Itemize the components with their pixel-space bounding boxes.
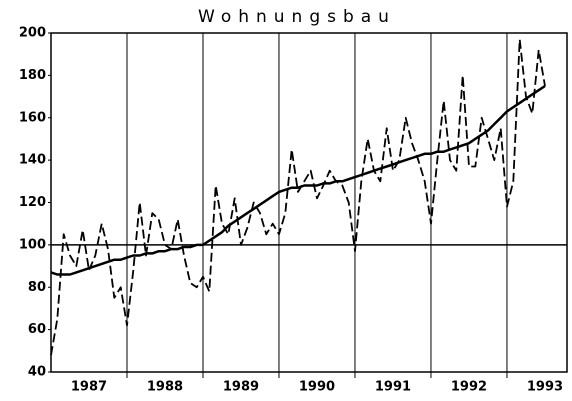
plot-frame: [50, 32, 568, 373]
y-tick-label: 160: [19, 110, 46, 125]
dashed-line: [50, 38, 546, 356]
x-tick-label: 1993: [527, 380, 563, 395]
x-tick-label: 1989: [223, 380, 259, 395]
x-tick-label: 1990: [299, 380, 335, 395]
y-tick-label: 180: [19, 68, 46, 83]
chart-title: Wohnungsbau: [198, 7, 396, 27]
y-tick-label: 140: [19, 153, 46, 168]
x-tick-label: 1992: [451, 380, 487, 395]
trend-line: [50, 84, 546, 276]
y-tick-label: 80: [28, 280, 46, 295]
y-tick-label: 60: [28, 322, 46, 337]
x-tick-label: 1988: [147, 380, 183, 395]
y-tick-label: 120: [19, 195, 46, 210]
x-tick-label: 1991: [375, 380, 411, 395]
y-tick-label: 100: [19, 237, 46, 252]
y-tick-label: 200: [19, 26, 46, 41]
y-tick-label: 40: [28, 365, 46, 380]
x-tick-label: 1987: [71, 380, 107, 395]
